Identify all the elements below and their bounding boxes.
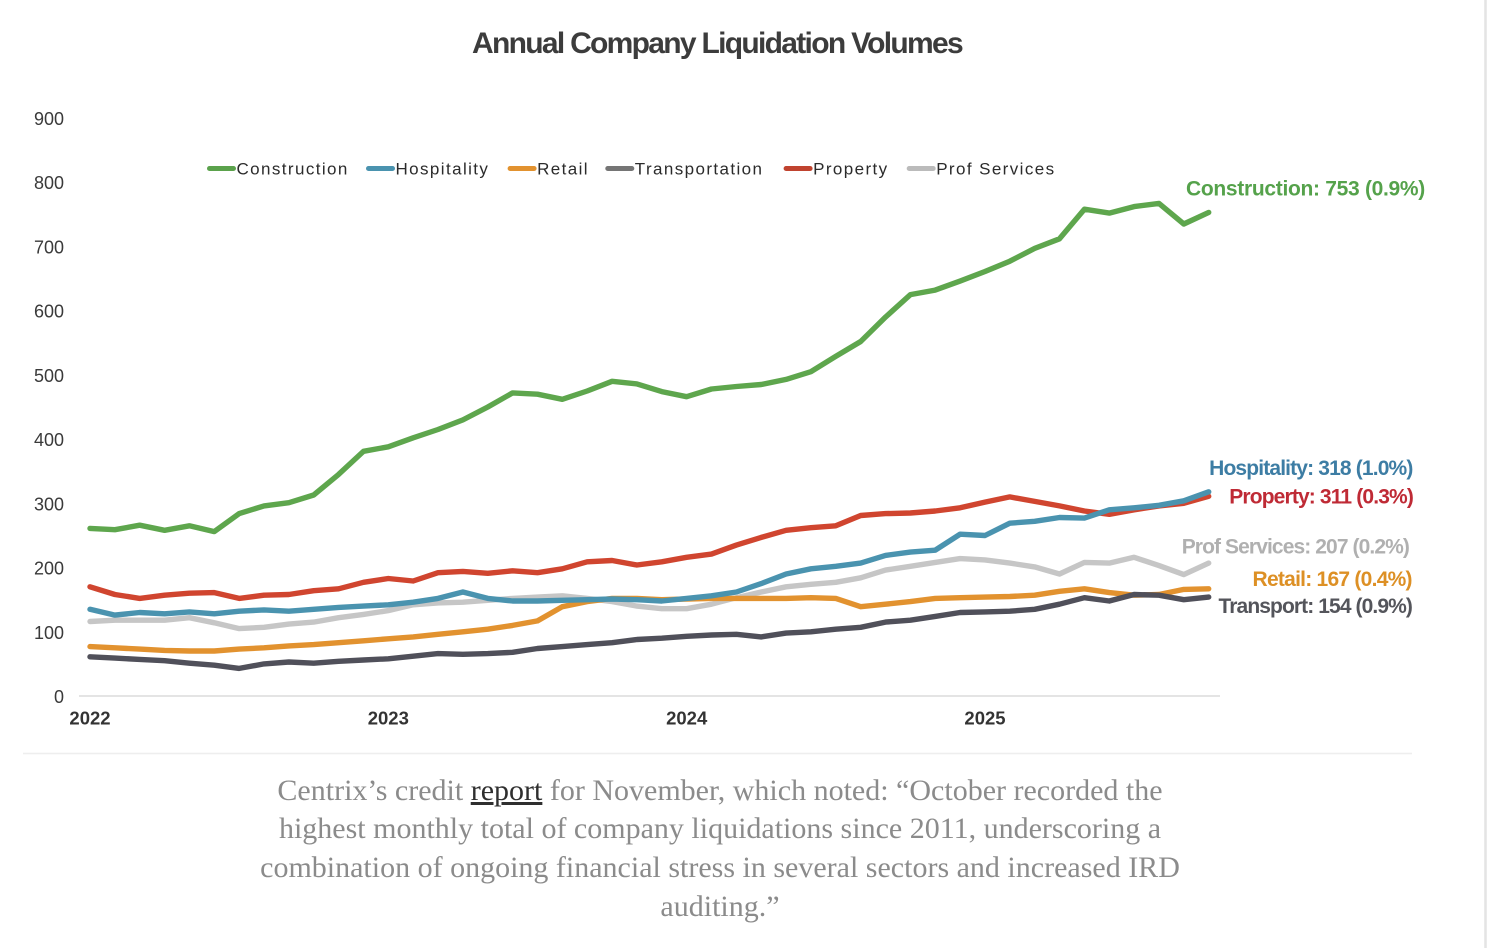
svg-text:Construction: 753 (0.9%): Construction: 753 (0.9%) [1186,178,1425,201]
svg-text:Transport: 154 (0.9%): Transport: 154 (0.9%) [1219,595,1413,618]
svg-text:600: 600 [34,302,64,322]
svg-text:800: 800 [34,173,64,193]
svg-text:Hospitality: Hospitality [396,160,490,179]
svg-text:Prof Services: Prof Services [936,160,1055,179]
svg-text:Property: Property [813,160,888,179]
svg-text:100: 100 [34,623,64,643]
svg-text:Hospitality: 318 (1.0%): Hospitality: 318 (1.0%) [1209,457,1412,480]
svg-text:200: 200 [34,559,64,579]
svg-text:700: 700 [34,238,64,258]
svg-text:500: 500 [34,366,64,386]
svg-text:Construction: Construction [237,160,349,179]
svg-text:2025: 2025 [964,708,1005,729]
svg-text:400: 400 [34,430,64,450]
svg-text:2022: 2022 [69,708,110,729]
svg-text:300: 300 [34,494,64,514]
svg-text:Annual Company Liquidation Vol: Annual Company Liquidation Volumes [472,27,963,60]
svg-text:900: 900 [34,109,64,129]
svg-text:Prof Services: 207 (0.2%): Prof Services: 207 (0.2%) [1182,535,1409,558]
svg-text:Transportation: Transportation [635,160,764,179]
svg-text:Retail: 167 (0.4%): Retail: 167 (0.4%) [1253,568,1412,591]
svg-text:0: 0 [54,687,64,707]
svg-text:Retail: Retail [537,160,589,179]
svg-text:2023: 2023 [368,708,409,729]
svg-text:2024: 2024 [666,708,708,729]
svg-text:Property: 311 (0.3%): Property: 311 (0.3%) [1229,485,1413,508]
